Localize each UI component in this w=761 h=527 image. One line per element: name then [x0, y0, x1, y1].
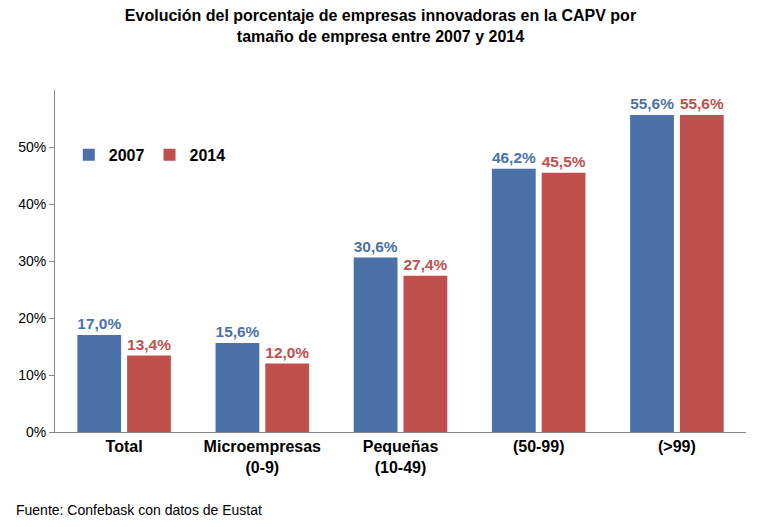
svg-text:55,6%: 55,6% [680, 95, 724, 112]
svg-text:10%: 10% [18, 367, 46, 383]
svg-text:12,0%: 12,0% [265, 344, 309, 361]
svg-text:2014: 2014 [190, 147, 226, 164]
svg-text:30,6%: 30,6% [354, 238, 398, 255]
svg-text:0%: 0% [26, 424, 46, 440]
svg-text:13,4%: 13,4% [127, 336, 171, 353]
svg-text:Total: Total [106, 438, 143, 455]
svg-text:2007: 2007 [109, 147, 145, 164]
svg-text:17,0%: 17,0% [77, 315, 121, 332]
svg-text:20%: 20% [18, 310, 46, 326]
svg-text:45,5%: 45,5% [542, 153, 586, 170]
svg-text:Pequeñas(10-49): Pequeñas(10-49) [363, 438, 439, 476]
svg-text:(50-99): (50-99) [513, 438, 565, 455]
svg-text:Microempresas(0-9): Microempresas(0-9) [204, 438, 321, 476]
svg-text:(>99): (>99) [658, 438, 696, 455]
svg-text:15,6%: 15,6% [216, 323, 260, 340]
svg-text:30%: 30% [18, 253, 46, 269]
svg-text:Fuente: Confebask con datos de: Fuente: Confebask con datos de Eustat [16, 502, 262, 518]
svg-text:Evolución del porcentaje de em: Evolución del porcentaje de empresas inn… [125, 7, 636, 45]
svg-text:40%: 40% [18, 196, 46, 212]
svg-text:55,6%: 55,6% [630, 95, 674, 112]
svg-text:27,4%: 27,4% [404, 256, 448, 273]
svg-text:50%: 50% [18, 139, 46, 155]
svg-text:46,2%: 46,2% [492, 149, 536, 166]
